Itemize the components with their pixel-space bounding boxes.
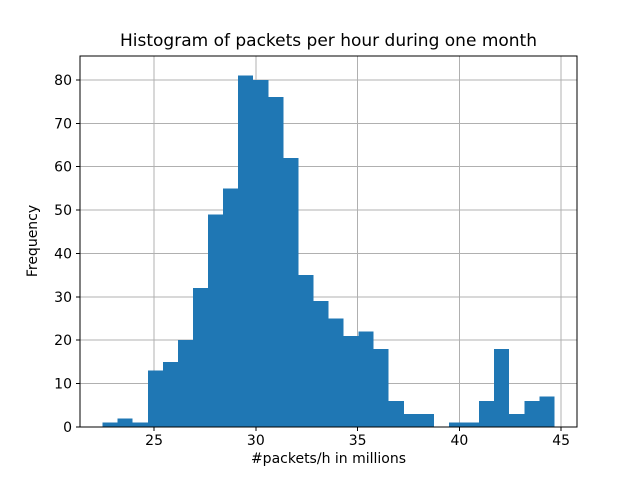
histogram-bar: [539, 396, 555, 427]
histogram-bar: [373, 348, 389, 427]
y-tick-label: 40: [54, 246, 72, 262]
histogram-bar: [238, 75, 254, 428]
histogram-bar: [102, 422, 118, 427]
histogram-bar: [253, 79, 269, 428]
histogram-bar: [162, 361, 178, 427]
x-tick-label: 30: [247, 433, 265, 449]
histogram-bar: [328, 318, 344, 427]
histogram-bar: [192, 288, 209, 427]
histogram-bar: [268, 97, 284, 427]
x-tick-label: 40: [450, 433, 468, 449]
y-tick-label: 80: [54, 73, 72, 89]
histogram-bar: [403, 413, 419, 427]
histogram-bar: [313, 301, 329, 427]
chart-title: Histogram of packets per hour during one…: [119, 31, 537, 51]
histogram-bar: [343, 335, 359, 427]
histogram-bar: [494, 348, 510, 427]
x-tick-label: 35: [349, 433, 367, 449]
y-axis-label: Frequency: [25, 204, 41, 278]
histogram-bar: [464, 422, 480, 427]
y-tick-label: 30: [54, 290, 72, 306]
histogram-bar: [418, 413, 434, 427]
histogram-bar: [298, 275, 314, 427]
y-tick-label: 10: [54, 377, 72, 393]
histogram-bar: [388, 400, 404, 427]
y-tick-label: 70: [54, 116, 72, 132]
histogram-bar: [524, 400, 540, 427]
histogram-bar: [283, 157, 299, 427]
histogram-bar: [208, 214, 224, 427]
x-tick-label: 45: [552, 433, 570, 449]
histogram-bar: [479, 400, 495, 427]
histogram-bar: [358, 331, 374, 427]
plot-border: [79, 55, 578, 428]
histogram-bar: [177, 340, 193, 427]
histogram-bar: [117, 418, 133, 427]
y-tick-label: 0: [63, 420, 72, 436]
histogram-bar: [223, 188, 239, 427]
y-tick-label: 60: [54, 160, 72, 176]
histogram-bar: [448, 422, 465, 427]
y-tick-label: 50: [54, 203, 72, 219]
x-axis-label: #packets/h in millions: [250, 451, 407, 467]
histogram-bar: [132, 422, 148, 427]
x-tick-label: 25: [145, 433, 163, 449]
histogram-bar: [509, 413, 525, 427]
histogram-bar: [147, 370, 163, 427]
y-tick-label: 20: [54, 333, 72, 349]
